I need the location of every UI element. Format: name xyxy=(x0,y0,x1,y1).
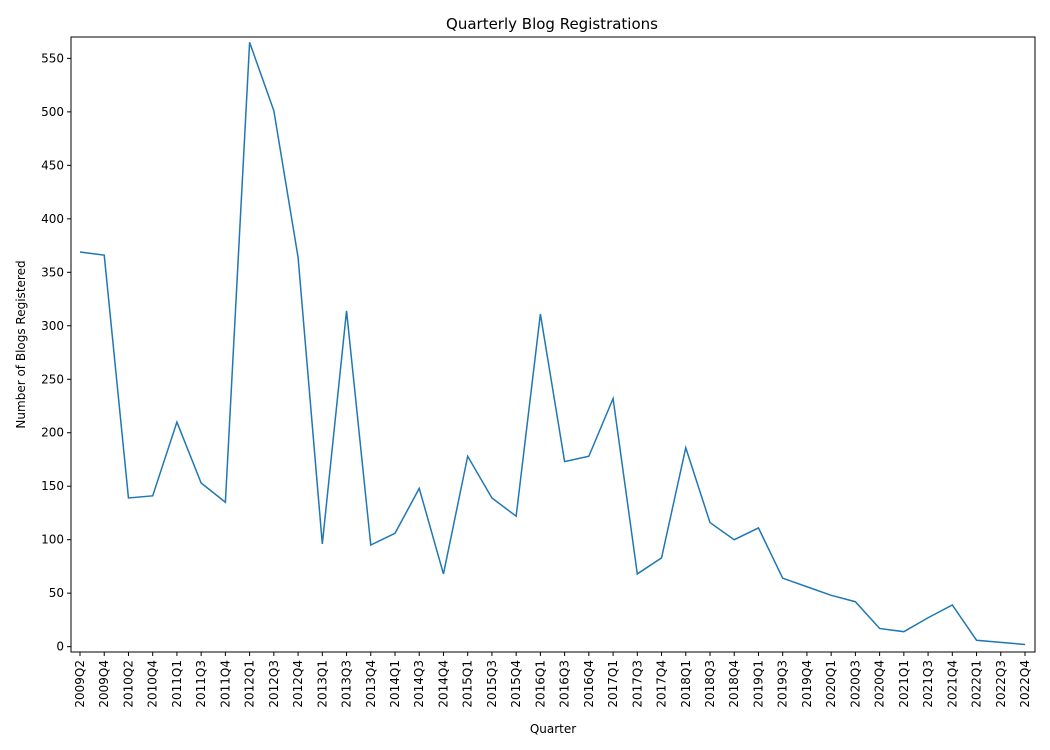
x-tick-label: 2019Q3 xyxy=(776,660,790,708)
x-tick-label: 2016Q1 xyxy=(533,660,547,708)
x-tick-label: 2014Q4 xyxy=(436,660,450,708)
x-tick-label: 2016Q3 xyxy=(558,660,572,708)
x-tick-label: 2017Q3 xyxy=(630,660,644,708)
y-axis: 0 50 100 150 200 250 300 350 400 450 500 550 xyxy=(41,51,71,654)
y-tick-label: 550 xyxy=(41,51,64,65)
series-line xyxy=(79,42,1026,646)
x-tick-label: 2010Q4 xyxy=(146,660,160,708)
y-tick-label: 500 xyxy=(41,105,64,119)
x-tick-label: 2021Q3 xyxy=(921,660,935,708)
x-tick-label: 2018Q3 xyxy=(703,660,717,708)
x-tick-label: 2009Q4 xyxy=(97,660,111,708)
x-tick-label: 2014Q1 xyxy=(388,660,402,708)
y-tick-label: 400 xyxy=(41,212,64,226)
plot-frame xyxy=(70,36,1036,653)
x-tick-label: 2017Q1 xyxy=(606,660,620,708)
x-tick-label: 2018Q1 xyxy=(679,660,693,708)
x-tick-label: 2015Q3 xyxy=(485,660,499,708)
y-tick-label: 450 xyxy=(41,158,64,172)
x-tick-label: 2020Q1 xyxy=(824,660,838,708)
x-tick-label: 2012Q3 xyxy=(267,660,281,708)
y-tick-label: 50 xyxy=(49,586,64,600)
x-tick-label: 2020Q3 xyxy=(848,660,862,708)
x-axis-title: Quarter xyxy=(530,722,576,736)
chart-title: Quarterly Blog Registrations xyxy=(446,15,658,33)
x-tick-label: 2013Q4 xyxy=(364,660,378,708)
x-tick-label: 2020Q4 xyxy=(873,660,887,708)
x-tick-label: 2011Q1 xyxy=(170,660,184,708)
x-tick-label: 2021Q4 xyxy=(945,660,959,708)
x-tick-label: 2009Q2 xyxy=(73,660,87,708)
y-axis-title: Number of Blogs Registered xyxy=(14,260,28,428)
x-tick-label: 2015Q1 xyxy=(461,660,475,708)
x-tick-label: 2013Q1 xyxy=(315,660,329,708)
x-tick-label: 2011Q4 xyxy=(218,660,232,708)
x-tick-label: 2017Q4 xyxy=(655,660,669,708)
y-tick-label: 250 xyxy=(41,372,64,386)
y-tick-label: 100 xyxy=(41,533,64,547)
x-tick-label: 2013Q3 xyxy=(340,660,354,708)
x-tick-label: 2010Q2 xyxy=(121,660,135,708)
y-tick-label: 150 xyxy=(41,479,64,493)
x-tick-label: 2019Q4 xyxy=(800,660,814,708)
x-tick-label: 2022Q3 xyxy=(994,660,1008,708)
x-tick-label: 2018Q4 xyxy=(727,660,741,708)
y-tick-label: 350 xyxy=(41,265,64,279)
y-tick-label: 200 xyxy=(41,426,64,440)
x-tick-label: 2019Q1 xyxy=(751,660,765,708)
x-tick-label: 2012Q4 xyxy=(291,660,305,708)
y-tick-label: 0 xyxy=(56,640,64,654)
x-tick-label: 2022Q1 xyxy=(970,660,984,708)
x-tick-label: 2011Q3 xyxy=(194,660,208,708)
x-tick-label: 2022Q4 xyxy=(1018,660,1032,708)
x-tick-label: 2016Q4 xyxy=(582,660,596,708)
y-tick-label: 300 xyxy=(41,319,64,333)
x-tick-label: 2014Q3 xyxy=(412,660,426,708)
x-tick-label: 2012Q1 xyxy=(243,660,257,708)
x-tick-label: 2015Q4 xyxy=(509,660,523,708)
x-axis: 2009Q2 2009Q4 2010Q2 2010Q4 2011Q1 2011Q3 2011… xyxy=(73,652,1032,708)
x-tick-label: 2021Q1 xyxy=(897,660,911,708)
